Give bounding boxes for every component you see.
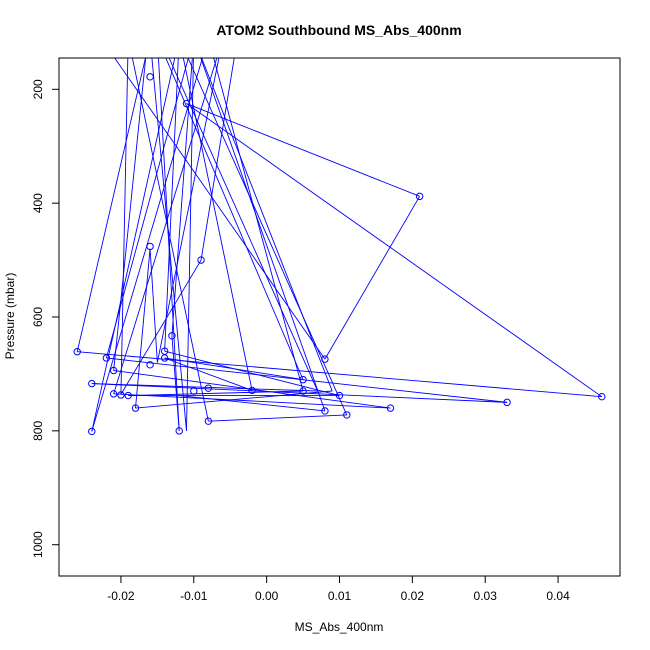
series-line-segment (91, 383, 318, 392)
series-line-segment (120, 58, 129, 395)
series-lines (76, 58, 603, 432)
x-tick-label: 0.01 (328, 589, 352, 603)
data-point (343, 411, 351, 419)
data-point (146, 242, 154, 251)
series-line-segment (165, 58, 304, 380)
x-axis-label: MS_Abs_400nm (295, 620, 384, 634)
data-point (299, 375, 307, 384)
data-point (204, 384, 213, 392)
data-point (386, 404, 395, 412)
data-point (248, 386, 256, 395)
plot-frame (58, 57, 621, 577)
series-line-segment (168, 58, 319, 392)
series-line-segment (164, 58, 179, 352)
y-tick-label: 1000 (31, 531, 45, 558)
data-point (160, 354, 169, 362)
series-line-segment (182, 58, 253, 391)
data-point (102, 354, 111, 362)
x-tick-label: 0.04 (546, 589, 570, 603)
y-tick-label: 200 (31, 79, 45, 99)
series-line-segment (171, 58, 193, 336)
series-points (73, 73, 606, 436)
y-tick-label: 600 (31, 307, 45, 327)
data-point (182, 99, 191, 108)
data-point (124, 391, 132, 400)
data-point (73, 348, 81, 356)
x-tick-label: 0.03 (474, 589, 498, 603)
x-tick-label: 0.00 (255, 589, 279, 603)
series-line-segment (91, 58, 176, 432)
data-point (146, 361, 154, 369)
series-line-segment (164, 350, 340, 396)
series-line-segment (113, 58, 147, 371)
y-tick-label: 800 (31, 421, 45, 441)
series-line-segment (201, 58, 333, 392)
series-line-segment (200, 58, 326, 412)
data-point (321, 407, 329, 415)
series-line-segment (128, 390, 304, 397)
series-line-segment (135, 390, 333, 409)
data-point (503, 398, 511, 407)
series-line-segment (164, 357, 304, 381)
series-line-segment (187, 58, 348, 416)
data-point (299, 387, 307, 395)
series-line-segment (186, 103, 603, 398)
series-line-segment (120, 259, 202, 395)
y-axis-label: Pressure (mbar) (3, 273, 17, 360)
series-line-segment (76, 58, 146, 352)
data-point (335, 391, 344, 400)
data-point (415, 192, 424, 201)
series-line-segment (77, 351, 602, 398)
series-line-segment (91, 383, 508, 403)
data-point (190, 387, 198, 395)
y-axis: 200 400 600 800 1000 (31, 79, 59, 558)
data-point (197, 256, 205, 264)
series-line-segment (171, 335, 180, 431)
x-tick-label: -0.02 (107, 589, 135, 603)
data-point (598, 392, 606, 401)
series-line-segment (105, 58, 189, 359)
series-line-segment (135, 248, 151, 409)
data-point (88, 379, 96, 388)
data-point (204, 417, 213, 425)
series-line-segment (156, 58, 220, 363)
series-line-segment (91, 58, 203, 432)
data-point (168, 332, 176, 340)
series-line-segment (186, 58, 194, 431)
data-point (175, 427, 183, 435)
data-point (88, 427, 96, 436)
series-line-segment (113, 58, 218, 394)
series-line-segment (149, 248, 158, 363)
series-line-segment (200, 58, 235, 261)
series-line-segment (158, 58, 180, 431)
data-point (109, 390, 118, 398)
x-axis: -0.02 -0.01 0.00 0.01 0.02 0.03 0.04 (107, 576, 570, 603)
data-point (146, 73, 154, 81)
series-line-segment (208, 414, 347, 422)
series-line-segment (113, 393, 391, 409)
data-point (117, 391, 125, 399)
y-tick-label: 400 (31, 193, 45, 213)
x-tick-label: 0.02 (401, 589, 425, 603)
series-line-segment (324, 196, 421, 360)
data-point (321, 355, 329, 363)
data-point (109, 366, 118, 375)
series-line-segment (179, 395, 325, 412)
data-point (131, 404, 140, 412)
x-tick-label: -0.01 (180, 589, 208, 603)
chart-title: ATOM2 Southbound MS_Abs_400nm (216, 22, 461, 38)
series-line-segment (164, 357, 253, 391)
